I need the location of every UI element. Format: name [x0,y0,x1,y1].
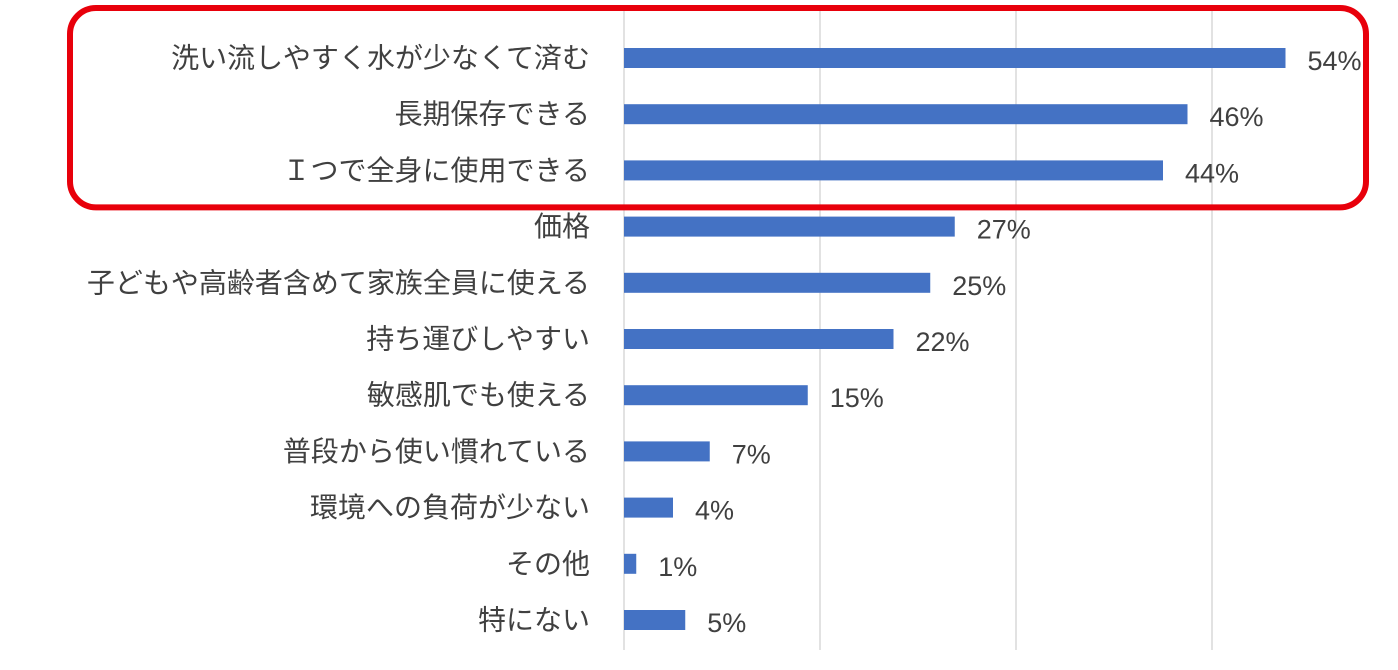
data-label: 46% [1210,102,1264,132]
bar [624,104,1188,125]
bar [624,329,894,349]
data-label: 22% [916,327,970,357]
category-label: 洗い流しやすく水が少なくて済む [171,42,590,75]
category-label: Ｉつで全身に使用できる [283,154,590,187]
category-label: 特にない [478,604,590,637]
bar [624,160,1163,181]
highlight-box [67,5,1369,211]
bar [624,216,955,237]
data-label: 5% [707,608,746,638]
bar [624,497,673,518]
data-label: 44% [1185,158,1239,188]
bar [624,385,808,406]
category-label: その他 [506,547,590,580]
bar [624,48,1286,68]
category-label: 価格 [534,210,590,243]
data-label: 54% [1308,46,1362,76]
data-label: 15% [830,383,884,413]
bar [624,553,637,574]
category-label: 環境への負荷が少ない [310,491,590,524]
value-labels: 54% 46% 44% 27% 25% 22% 15% 7% 4% 1% 5% [658,46,1361,638]
category-label: 敏感肌でも使える [367,379,590,412]
category-label: 子どもや高齢者含めて家族全員に使える [87,266,590,299]
bar [624,610,686,630]
category-label: 長期保存できる [395,98,590,131]
bar [624,441,710,462]
bars [624,48,1286,630]
data-label: 1% [658,552,697,582]
bar [624,272,931,293]
data-label: 7% [732,439,771,469]
data-label: 4% [695,496,734,526]
category-label: 持ち運びしやすい [366,323,590,356]
data-label: 25% [952,271,1006,301]
category-label: 普段から使い慣れている [283,435,590,468]
data-label: 27% [977,215,1031,245]
